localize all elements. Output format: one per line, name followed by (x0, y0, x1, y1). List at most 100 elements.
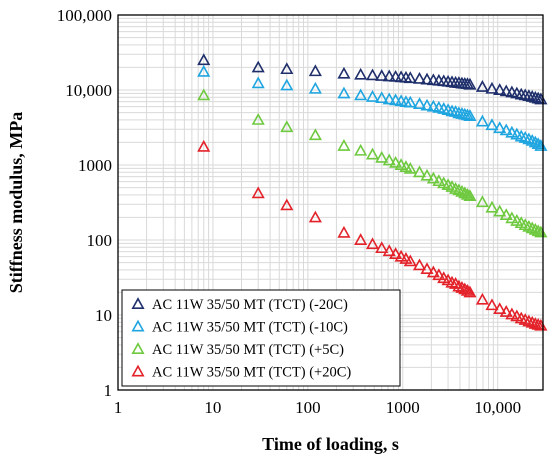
data-point (197, 139, 211, 152)
data-point (493, 121, 507, 134)
data-point (528, 317, 542, 329)
data-point (449, 182, 463, 194)
data-point (525, 221, 539, 234)
data-point (455, 281, 469, 293)
data-point (432, 268, 446, 281)
legend: AC 11W 35/50 MT (TCT) (-20C) AC 11W 35/50… (121, 289, 401, 387)
x-tick-labels: 1 10 100 1000 10,000 (114, 398, 521, 417)
data-point (337, 66, 351, 79)
x-tick-label: 100 (295, 398, 321, 417)
data-point (455, 184, 469, 197)
data-point (426, 99, 440, 112)
legend-marker (131, 342, 145, 354)
legend-marker (131, 297, 145, 309)
data-point (458, 282, 472, 295)
data-point (375, 241, 389, 254)
legend-entry: AC 11W 35/50 MT (TCT) (-20C) (131, 297, 348, 313)
data-point (528, 90, 542, 103)
plot-area-border (117, 14, 544, 391)
data-point (251, 112, 265, 125)
legend-entry: AC 11W 35/50 MT (TCT) (+5C) (131, 342, 344, 358)
data-point (251, 186, 265, 199)
data-point (412, 165, 427, 178)
data-point (485, 118, 499, 131)
y-tick-label: 1000 (78, 156, 112, 175)
data-point (375, 69, 389, 81)
data-point (403, 95, 417, 108)
data-point (475, 292, 489, 305)
data-point (365, 68, 380, 81)
data-point (280, 62, 294, 75)
series-4 (197, 139, 548, 331)
data-point (499, 305, 513, 317)
data-point (499, 208, 513, 221)
data-point (458, 186, 472, 199)
data-point (452, 183, 466, 196)
data-point (460, 187, 475, 200)
data-point (412, 97, 427, 109)
data-point (382, 244, 396, 257)
data-point (412, 258, 427, 271)
data-point (420, 168, 434, 181)
data-point (389, 247, 403, 259)
legend-label: AC 11W 35/50 MT (TCT) (+20C) (152, 365, 351, 381)
data-point (485, 298, 499, 311)
data-point (426, 265, 440, 278)
data-point (522, 314, 536, 327)
data-point (522, 219, 536, 232)
data-point (420, 98, 434, 111)
data-point (375, 91, 389, 104)
data-point (382, 153, 396, 166)
data-point (528, 222, 542, 235)
data-point (375, 150, 389, 163)
data-point (426, 171, 440, 184)
data-point (280, 120, 294, 133)
x-tick-label: 1000 (386, 398, 420, 417)
data-point (308, 128, 322, 141)
data-point (403, 161, 417, 174)
data-point (485, 81, 499, 94)
data-point (308, 64, 322, 77)
data-point (493, 83, 507, 95)
data-point (499, 84, 513, 97)
data-point (460, 283, 475, 296)
data-point (365, 90, 380, 102)
legend-box (121, 289, 401, 387)
data-point (251, 76, 265, 89)
legend-label: AC 11W 35/50 MT (TCT) (+5C) (152, 342, 344, 358)
data-point (531, 137, 545, 150)
data-point (449, 105, 463, 117)
data-point (531, 91, 545, 104)
data-point (445, 275, 459, 288)
data-point (463, 189, 477, 202)
series-3 (197, 88, 548, 238)
data-point (389, 155, 403, 168)
data-point (463, 109, 477, 121)
x-tick-label: 10,000 (474, 398, 521, 417)
data-point (525, 90, 539, 102)
data-point (382, 92, 396, 105)
data-point (403, 254, 417, 267)
data-point (403, 71, 417, 84)
data-point (365, 237, 380, 250)
data-point (475, 114, 489, 127)
data-point (475, 195, 489, 208)
data-point (354, 88, 368, 101)
data-point (280, 78, 294, 91)
data-point (475, 80, 489, 92)
y-tick-label: 100,000 (57, 6, 112, 25)
legend-label: AC 11W 35/50 MT (TCT) (-20C) (152, 297, 348, 313)
series-2 (197, 64, 548, 151)
data-point (420, 72, 434, 85)
y-tick-label: 1 (104, 381, 113, 400)
data-point (412, 71, 427, 84)
y-tick-label: 100 (87, 231, 113, 250)
data-point (525, 133, 539, 146)
data-point (280, 198, 294, 211)
data-point (452, 279, 466, 292)
y-tick-labels: 1 10 100 1000 10,000 100,000 (57, 6, 112, 400)
data-point (197, 64, 211, 77)
data-point (382, 69, 396, 82)
x-axis-title: Time of loading, s (262, 434, 399, 454)
